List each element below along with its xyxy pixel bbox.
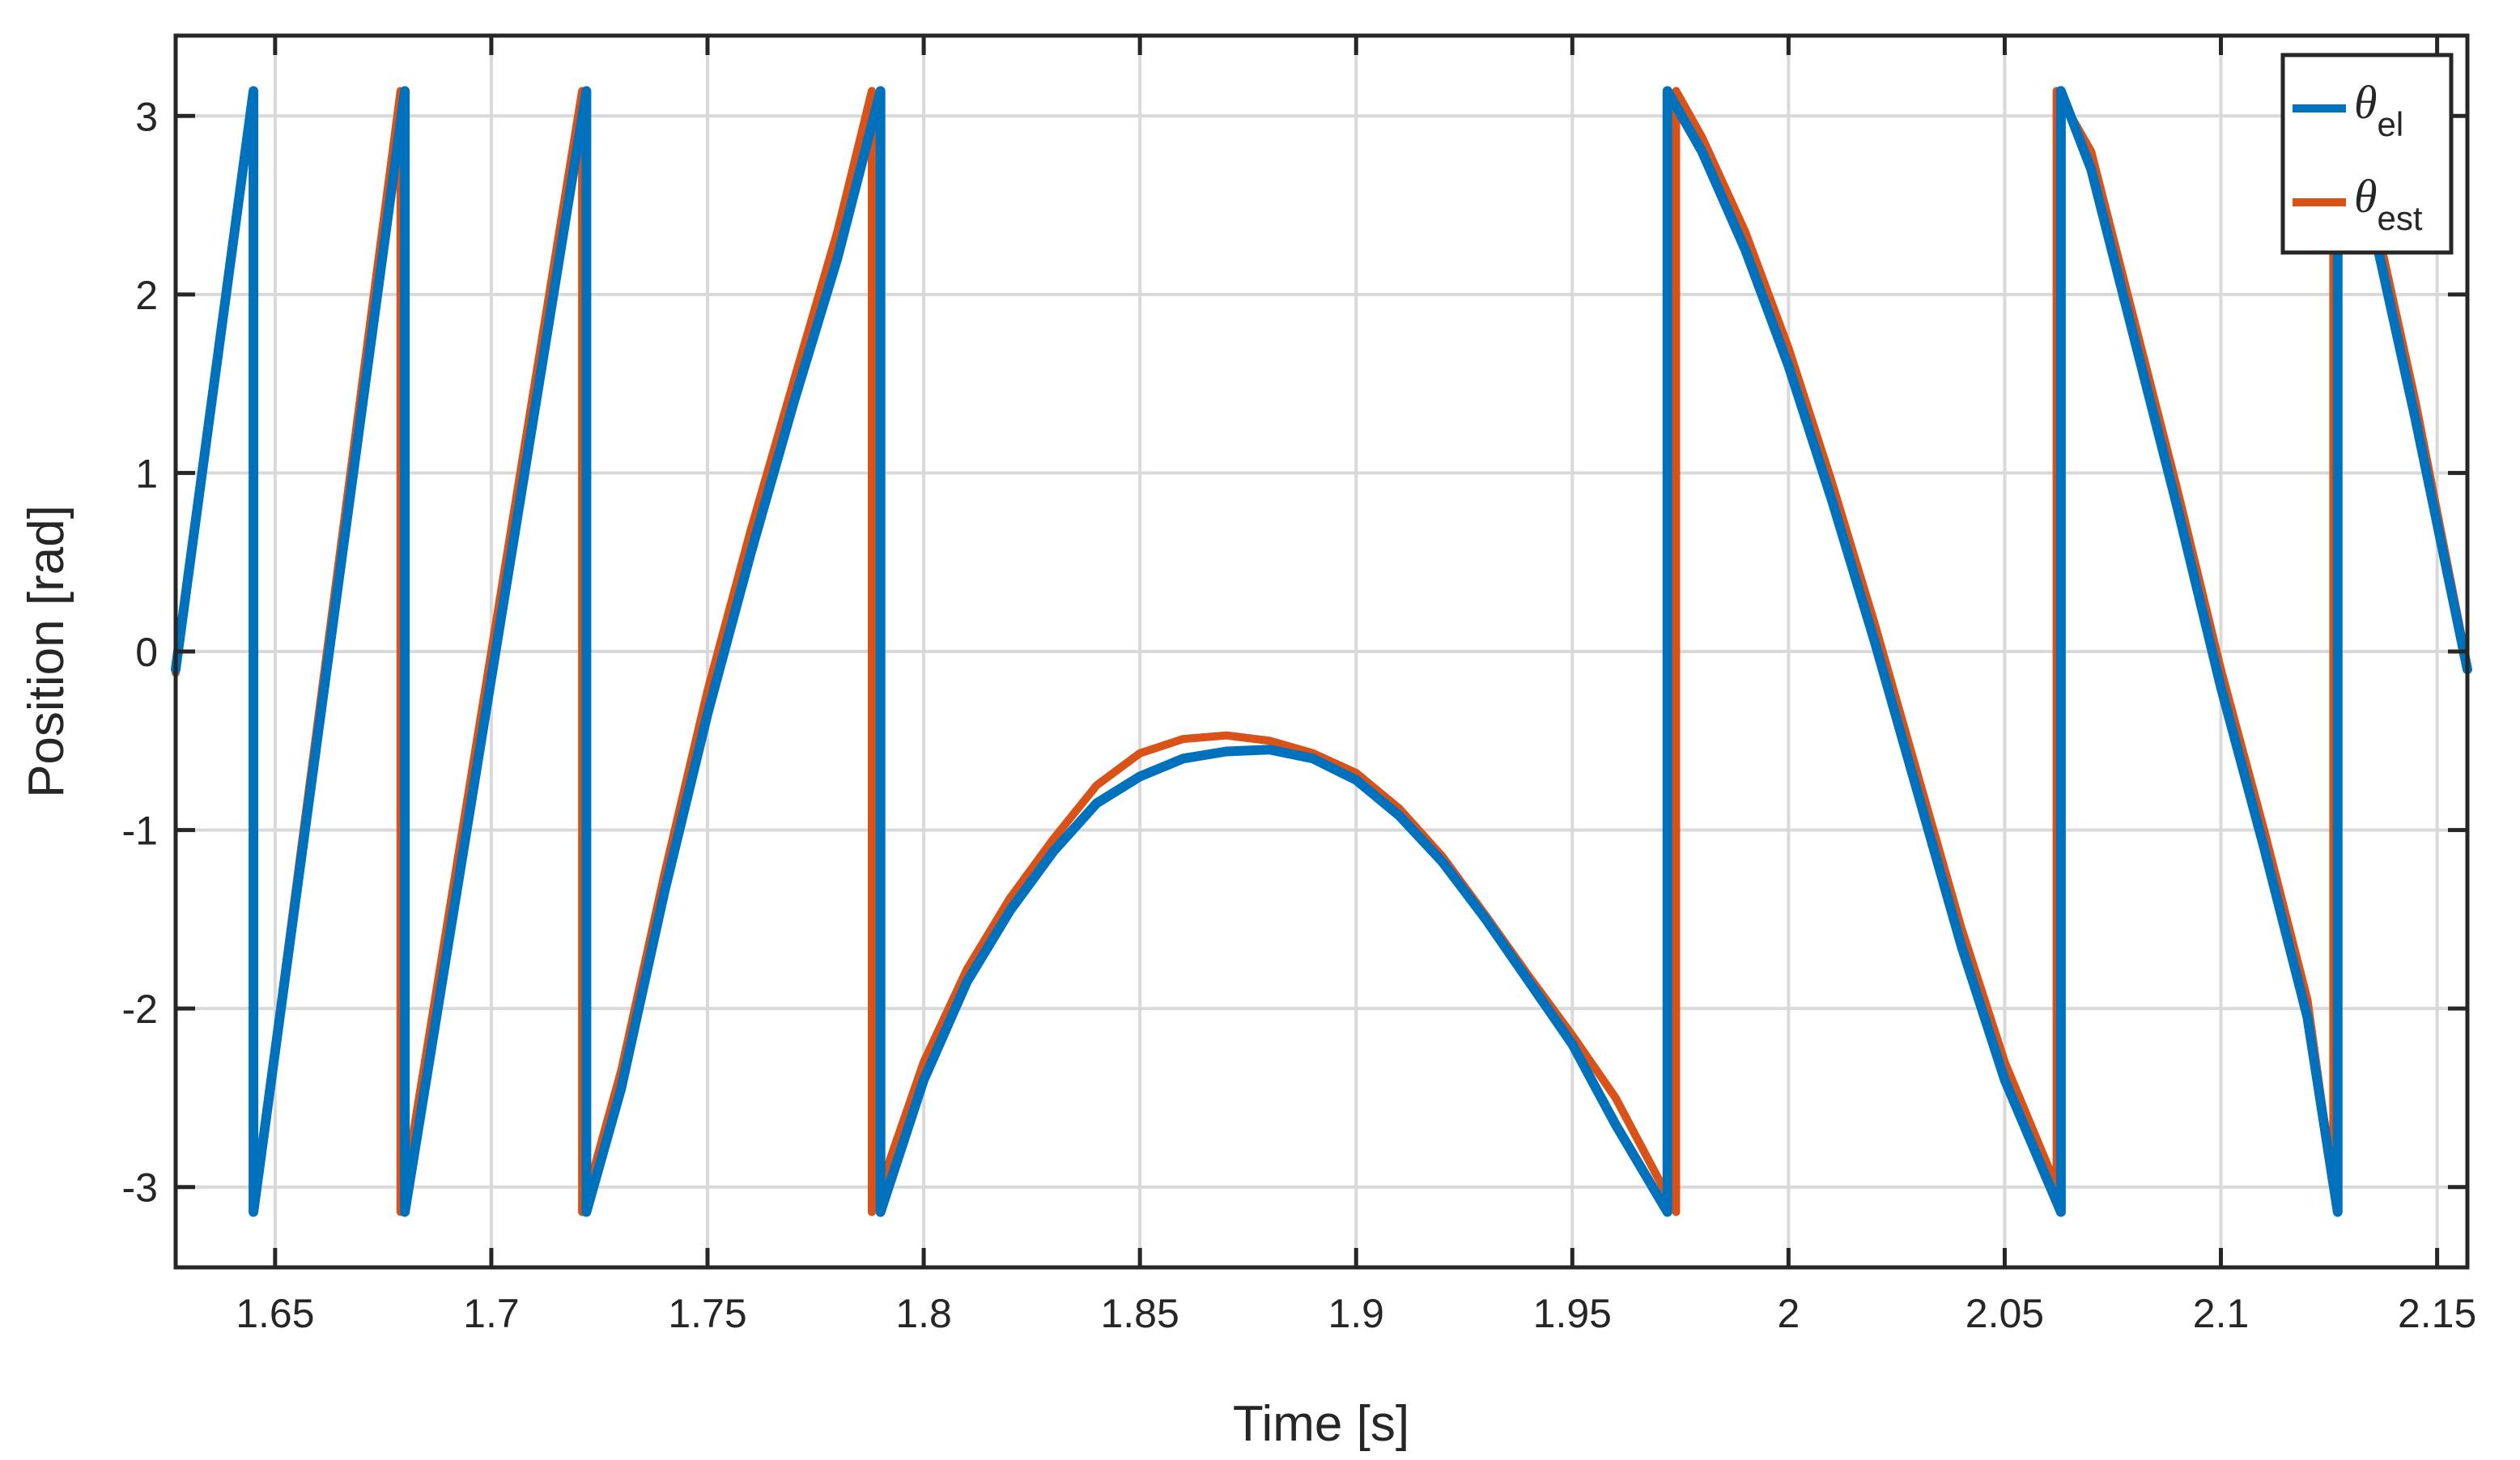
y-tick-label: -1 — [122, 809, 158, 854]
y-axis-label: Position [rad] — [19, 505, 74, 798]
x-axis-label: Time [s] — [1233, 1396, 1409, 1452]
legend-box — [2280, 53, 2454, 255]
x-tick-label: 1.85 — [1100, 1291, 1179, 1336]
x-tick-labels: 1.65 1.7 1.75 1.8 1.85 1.9 1.95 2 2.05 2.1 2.15 — [236, 1291, 2476, 1336]
series-lines — [171, 86, 2472, 1217]
legend-label-theta-est: θest — [2354, 170, 2423, 237]
x-tick-label: 2 — [1777, 1291, 1800, 1336]
x-tick-label: 1.9 — [1328, 1291, 1384, 1336]
y-tick-label: 2 — [135, 273, 158, 318]
x-tick-label: 2.05 — [1965, 1291, 2044, 1336]
legend: θel θest — [2280, 53, 2454, 255]
x-tick-label: 1.7 — [463, 1291, 520, 1336]
y-tick-labels: -3 -2 -1 0 1 2 3 — [122, 94, 158, 1210]
legend-label-theta-el: θel — [2354, 76, 2403, 143]
y-tick-label: 0 — [135, 630, 158, 675]
y-tick-label: 1 — [135, 451, 158, 496]
x-tick-label: 1.8 — [895, 1291, 952, 1336]
y-tick-label: -3 — [122, 1165, 158, 1211]
series-line-theta-el — [171, 86, 2472, 1217]
axes-frame — [173, 33, 2470, 1270]
x-tick-label: 1.95 — [1533, 1291, 1612, 1336]
y-tick-label: -2 — [122, 987, 158, 1032]
y-tick-label: 3 — [135, 94, 158, 139]
grid-lines — [176, 36, 2467, 1267]
x-tick-label: 1.65 — [236, 1291, 314, 1336]
x-tick-label: 2.1 — [2193, 1291, 2250, 1336]
x-tick-label: 1.75 — [668, 1291, 746, 1336]
x-tick-label: 2.15 — [2398, 1291, 2476, 1336]
